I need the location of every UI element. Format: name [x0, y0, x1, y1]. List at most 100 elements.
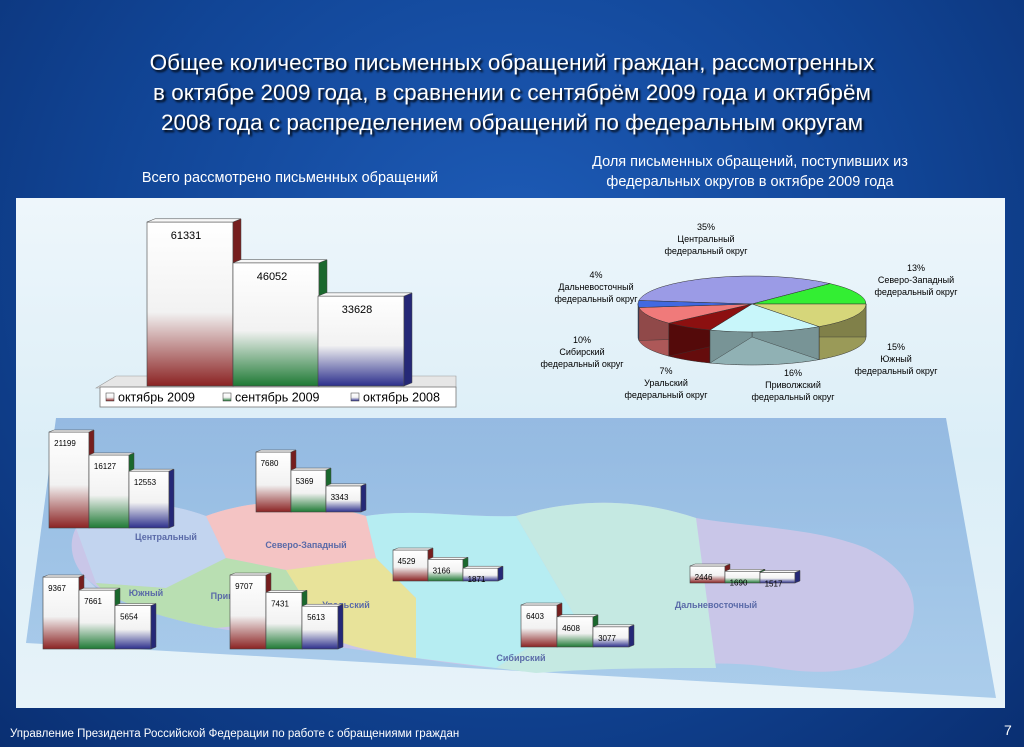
district-bar-top	[325, 483, 367, 487]
total-bar-face	[146, 221, 234, 387]
district-bar-top	[290, 467, 332, 471]
title-line: Общее количество письменных обращений гр…	[149, 50, 875, 75]
pie-label: 15% Южный федеральный округ	[854, 342, 938, 376]
pie-label-name: федеральный округ	[540, 359, 624, 369]
footer: Управление Президента Российской Федерац…	[10, 728, 460, 740]
district-chart: 7680 5369 3343	[255, 449, 367, 513]
map-label: Сибирский	[496, 653, 545, 663]
legend-swatch	[350, 392, 360, 402]
district-bar-label: 1871	[468, 575, 486, 584]
district-bar: 4608	[556, 614, 599, 648]
map-label: Дальневосточный	[675, 600, 757, 610]
subtitle-right: Доля письменных обращений, поступивших и…	[520, 152, 980, 192]
total-bar-label: 33628	[342, 304, 373, 316]
chart-legend: октябрь 2009 сентябрь 2009 октябрь 2008	[99, 386, 457, 408]
district-chart: 4529 3166 1871	[392, 547, 504, 584]
pie-label-name: федеральный округ	[854, 366, 938, 376]
pie-label: 16% Приволжский федеральный округ	[751, 368, 835, 402]
district-bar: 5369	[290, 467, 332, 513]
district-bar: 2446	[689, 563, 731, 584]
district-bar: 3166	[427, 556, 469, 582]
district-chart: 9707 7431 5613	[229, 572, 344, 650]
district-bar-side	[150, 603, 157, 650]
district-bar: 3343	[325, 483, 367, 513]
district-bar-label: 21199	[54, 439, 76, 448]
legend-label: октябрь 2009	[118, 391, 195, 405]
pie-label-name: Приволжский	[765, 380, 821, 390]
legend-label: сентябрь 2009	[235, 391, 320, 405]
pie-slice	[751, 283, 867, 305]
district-bar: 4529	[392, 547, 434, 582]
district-bar: 9367	[42, 574, 85, 650]
district-chart: 21199 16127 12553	[48, 429, 175, 529]
district-bar-label: 7661	[84, 597, 102, 606]
district-bar-top	[78, 587, 121, 591]
district-bar-top	[427, 557, 469, 560]
subtitle-right-line: федеральных округов в октябре 2009 года	[606, 174, 894, 190]
district-bar-side	[337, 603, 344, 650]
district-bar-top	[592, 624, 635, 628]
district-bar-label: 3166	[433, 566, 451, 575]
district-bar: 6403	[520, 602, 563, 648]
district-bar-top	[724, 569, 766, 572]
pie-label: 13% Северо-Западный федеральный округ	[874, 263, 958, 297]
total-bar-chart: 61331 46052 33628 октябрь 2009 сентябрь 2009…	[94, 218, 457, 408]
legend-label: октябрь 2008	[363, 391, 440, 405]
district-bar-side	[628, 624, 635, 648]
district-chart: 6403 4608 3077	[520, 602, 635, 648]
pie-label-name: федеральный округ	[751, 392, 835, 402]
district-bar-face	[42, 576, 80, 650]
pie-label-name: Северо-Западный	[878, 275, 954, 285]
pie-label-pct: 16%	[784, 368, 802, 378]
district-bar: 1871	[462, 565, 504, 584]
total-bar-top	[146, 218, 242, 223]
district-bar-label: 6403	[526, 612, 544, 621]
total-bar-top	[232, 259, 328, 264]
district-bar-label: 5369	[296, 477, 314, 486]
district-bar-label: 4608	[562, 624, 580, 633]
district-bar-label: 7680	[261, 459, 279, 468]
district-bar-label: 9367	[48, 584, 66, 593]
pie-label-pct: 13%	[907, 263, 925, 273]
pie-label-name: федеральный округ	[664, 246, 748, 256]
subtitle-right-line: Доля письменных обращений, поступивших и…	[592, 154, 908, 170]
map-region	[206, 502, 376, 570]
total-bar-top	[317, 292, 413, 297]
legend-swatch	[222, 392, 232, 402]
district-bar-top	[759, 570, 801, 573]
subtitle-left: Всего рассмотрено письменных обращений	[141, 170, 439, 186]
district-bar: 5654	[114, 603, 157, 650]
pie-label-pct: 35%	[697, 222, 715, 232]
district-bar-top	[128, 468, 175, 472]
map-label: Южный	[129, 588, 163, 598]
district-bar-top	[229, 572, 272, 576]
district-bar-top	[392, 547, 434, 551]
district-bar-face	[392, 549, 429, 582]
district-bar-label: 3343	[331, 493, 349, 502]
legend-swatch	[105, 392, 115, 402]
district-bar-top	[520, 602, 563, 606]
district-bar-top	[689, 563, 731, 567]
total-bar-label: 61331	[171, 230, 202, 242]
pie-label: 35% Центральный федеральный округ	[664, 222, 748, 256]
chart-canvas: Центральный Северо-Западный Южный Приволжск…	[26, 218, 996, 698]
pie-label-pct: 15%	[887, 342, 905, 352]
district-bar-charts: 21199 16127 12553 7680 5369 3343 4529 3166 1871 2…	[42, 429, 801, 650]
total-bar-side	[403, 292, 413, 387]
page-title: Общее количество письменных обращений гр…	[60, 48, 964, 138]
district-bar-label: 2446	[695, 573, 713, 582]
district-chart: 9367 7661 5654	[42, 574, 157, 650]
district-bar: 7661	[78, 587, 121, 650]
district-bar-label: 9707	[235, 582, 253, 591]
map-region	[286, 558, 416, 658]
pie-label-name: Дальневосточный	[558, 282, 633, 292]
district-bar: 5613	[301, 603, 344, 650]
district-bar: 3077	[592, 624, 635, 648]
district-chart: 2446 1690 1517	[689, 563, 801, 588]
pie-label-name: Сибирский	[559, 347, 604, 357]
district-bar-label: 4529	[398, 557, 416, 566]
district-bar-side	[360, 483, 367, 513]
district-bar-top	[88, 452, 135, 456]
district-bar-top	[556, 614, 599, 618]
district-bar-label: 1690	[730, 578, 748, 587]
